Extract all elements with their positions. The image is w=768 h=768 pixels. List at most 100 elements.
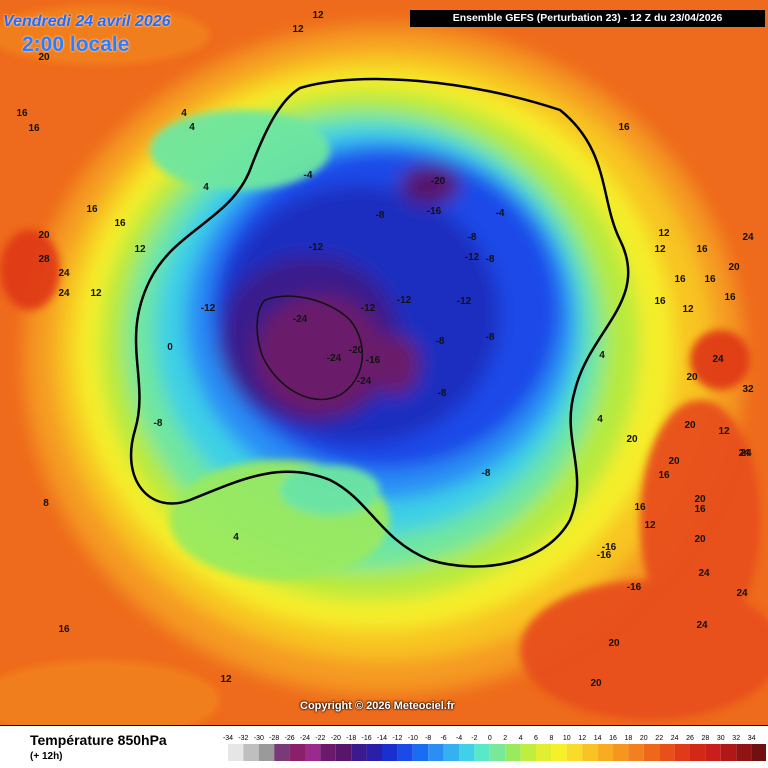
isotherm-label: -8	[438, 388, 447, 399]
legend-swatch	[351, 744, 367, 761]
footer-bar: Température 850hPa (+ 12h) -34 -32 -30 -28-…	[0, 725, 768, 768]
isotherm-label: 20	[728, 262, 740, 273]
isotherm-label: 8	[43, 498, 49, 509]
isotherm-label: -24	[327, 353, 342, 364]
legend-swatch	[274, 744, 290, 761]
legend-swatch	[613, 744, 629, 761]
minus-24-isotherm	[256, 295, 364, 401]
isotherm-label: -8	[154, 418, 163, 429]
legend-swatch	[382, 744, 398, 761]
isotherm-label: 16	[86, 204, 98, 215]
legend-swatch	[720, 744, 737, 761]
forecast-step: (+ 12h)	[30, 751, 63, 762]
isotherm-label: 16	[58, 624, 70, 635]
isotherm-label: 4	[189, 122, 195, 133]
legend-tick-label: -10	[408, 735, 418, 742]
isotherm-label: 12	[658, 228, 670, 239]
legend-swatch	[366, 744, 382, 761]
isotherm-label: 24	[698, 568, 710, 579]
legend-tick-label: -8	[425, 735, 431, 742]
isotherm-label: 28	[38, 254, 50, 265]
isotherm-label: 12	[134, 244, 146, 255]
legend-tick-label: -20	[331, 735, 341, 742]
isotherm-label: 12	[718, 426, 730, 437]
legend-swatch	[320, 744, 336, 761]
legend-swatch	[397, 744, 413, 761]
legend-tick-label: -12	[392, 735, 402, 742]
legend-tick-label: 16	[609, 735, 617, 742]
legend-swatch	[674, 744, 690, 761]
legend-tick-label: -24	[300, 735, 310, 742]
isotherm-label: 16	[696, 244, 708, 255]
isotherm-label: 24	[738, 448, 750, 459]
isotherm-label: 20	[694, 494, 706, 505]
isotherm-label: 20	[684, 420, 696, 431]
legend-tick-label: -14	[377, 735, 387, 742]
legend-tick-label: 22	[655, 735, 663, 742]
legend-swatch	[736, 744, 752, 761]
isotherm-label: -16	[597, 550, 612, 561]
legend-swatch	[474, 744, 490, 761]
isotherm-label: 0	[167, 342, 173, 353]
legend-swatch	[690, 744, 706, 761]
isotherm-label: 16	[704, 274, 716, 285]
isotherm-label: 20	[590, 678, 602, 689]
variable-title: Température 850hPa	[30, 732, 167, 748]
legend-tick-label: 32	[732, 735, 740, 742]
isotherm-label: -8	[376, 210, 385, 221]
legend-swatch	[659, 744, 675, 761]
legend-swatch	[459, 744, 475, 761]
isotherm-label: -8	[436, 336, 445, 347]
isotherm-label: -20	[349, 345, 364, 356]
legend-tick-label: 14	[594, 735, 602, 742]
isotherm-label: 16	[16, 108, 28, 119]
legend-tick-label: -26	[285, 735, 295, 742]
isotherm-label: 4	[233, 532, 239, 543]
isotherm-label: 4	[181, 108, 187, 119]
isotherm-label: -12	[465, 252, 480, 263]
legend-tick-label: 28	[702, 735, 710, 742]
isotherm-label: 12	[682, 304, 694, 315]
legend-tick-label: 8	[549, 735, 553, 742]
isotherm-label: 12	[312, 10, 324, 21]
isotherm-label: 20	[38, 52, 50, 63]
legend-tick-label: 18	[625, 735, 633, 742]
legend-tick-label: 30	[717, 735, 725, 742]
legend-swatch	[751, 744, 766, 761]
isotherm-label: -24	[293, 314, 308, 325]
isotherm-label: -16	[602, 542, 617, 553]
legend-swatch	[551, 744, 567, 761]
isotherm-label: 16	[114, 218, 126, 229]
legend-tick-label: -16	[362, 735, 372, 742]
isotherm-label: 20	[668, 456, 680, 467]
isotherm-label: -12	[309, 242, 324, 253]
isotherm-label: 20	[608, 638, 620, 649]
isotherm-label: -12	[361, 303, 376, 314]
isotherm-label: 16	[634, 502, 646, 513]
isotherm-label: 24	[712, 354, 724, 365]
isotherm-label: -4	[496, 208, 505, 219]
isotherm-label: 16	[28, 123, 40, 134]
legend-tick-label: 34	[748, 735, 756, 742]
legend-swatch	[335, 744, 352, 761]
isotherm-label: -8	[468, 232, 477, 243]
isotherm-label: -12	[397, 295, 412, 306]
legend-swatch	[289, 744, 305, 761]
date-title: Vendredi 24 avril 2026	[3, 13, 171, 30]
legend-swatch	[489, 744, 506, 761]
legend-tick-label: 20	[640, 735, 648, 742]
isotherm-label: 16	[674, 274, 686, 285]
isotherm-label: 16	[654, 296, 666, 307]
isotherm-label: 32	[742, 384, 754, 395]
isotherm-label: -12	[201, 303, 216, 314]
isotherm-label: 12	[292, 24, 304, 35]
legend-swatch	[305, 744, 321, 761]
isotherm-label: 24	[736, 588, 748, 599]
legend-tick-label: -28	[269, 735, 279, 742]
isotherm-label: 12	[220, 674, 232, 685]
legend-swatch	[582, 744, 598, 761]
isotherm-label: -24	[357, 376, 372, 387]
legend-swatch	[443, 744, 459, 761]
model-run-info: Ensemble GEFS (Perturbation 23) - 12 Z d…	[410, 10, 765, 27]
